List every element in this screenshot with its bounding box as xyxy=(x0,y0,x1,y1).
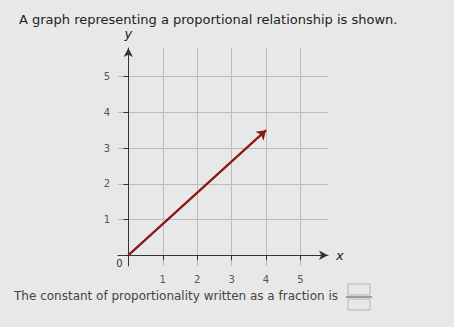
svg-text:5: 5 xyxy=(297,274,303,285)
svg-text:3: 3 xyxy=(104,143,110,154)
svg-text:1: 1 xyxy=(104,214,110,225)
svg-text:2: 2 xyxy=(194,274,200,285)
svg-text:4: 4 xyxy=(104,107,110,118)
svg-text:A graph representing a proport: A graph representing a proportional rela… xyxy=(19,12,397,27)
svg-text:2: 2 xyxy=(104,178,110,189)
svg-text:5: 5 xyxy=(104,71,110,82)
svg-text:4: 4 xyxy=(263,274,269,285)
svg-text:x: x xyxy=(335,248,344,263)
svg-text:y: y xyxy=(123,26,132,41)
svg-text:3: 3 xyxy=(228,274,234,285)
svg-text:0: 0 xyxy=(116,258,122,269)
svg-text:1: 1 xyxy=(160,274,166,285)
svg-text:The constant of proportionalit: The constant of proportionality written … xyxy=(13,289,338,303)
